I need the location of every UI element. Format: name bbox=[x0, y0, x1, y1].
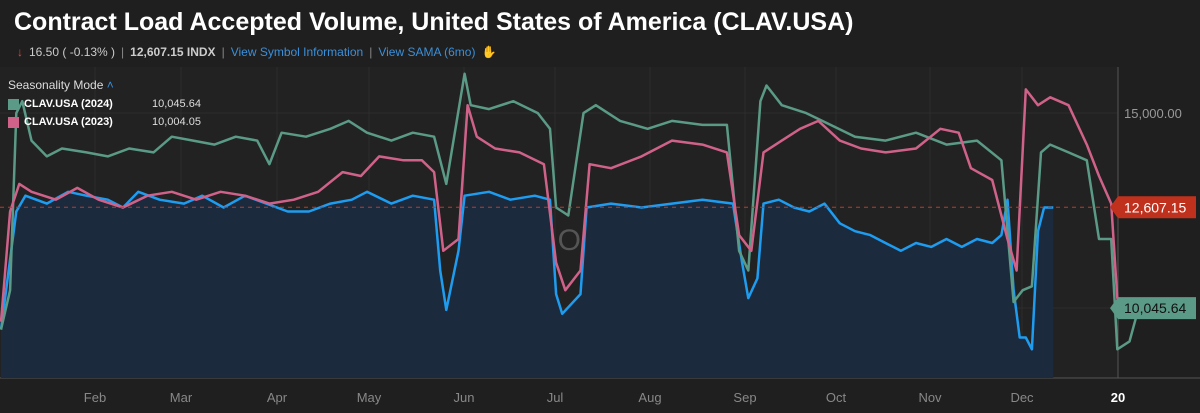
change: 16.50 ( -0.13% ) bbox=[29, 45, 116, 59]
x-tick-label: Dec bbox=[1010, 390, 1034, 405]
chevron-up-icon: ˄ bbox=[106, 78, 114, 92]
series-line bbox=[0, 88, 1131, 322]
seasonality-mode-label: Seasonality Mode bbox=[8, 78, 104, 92]
x-tick-label: Mar bbox=[170, 390, 193, 405]
divider: | bbox=[121, 45, 125, 59]
quote-bar: ↓ 16.50 ( -0.13% ) | 12,607.15 INDX | Vi… bbox=[17, 45, 496, 59]
legend-swatch bbox=[8, 98, 19, 110]
legend-item-2024[interactable]: CLAV.USA (2024) 10,045.64 bbox=[8, 98, 201, 110]
view-sama-link[interactable]: View SAMA (6mo) bbox=[378, 45, 476, 59]
series-line bbox=[0, 72, 1140, 351]
current-value-tag: 12,607.15 bbox=[1124, 199, 1186, 215]
legend-value: 10,045.64 bbox=[152, 98, 201, 110]
seasonality-mode-toggle[interactable]: Seasonality Mode ˄ bbox=[8, 78, 201, 92]
x-tick-label: Sep bbox=[733, 390, 756, 405]
x-tick-label: Apr bbox=[267, 390, 288, 405]
series-2024-tag-bg bbox=[1110, 297, 1196, 320]
legend: Seasonality Mode ˄ CLAV.USA (2024) 10,045… bbox=[8, 78, 201, 128]
legend-item-2023[interactable]: CLAV.USA (2023) 10,004.05 bbox=[8, 116, 201, 128]
y-tick-label: 15,000.00 bbox=[1124, 106, 1182, 121]
divider: | bbox=[369, 45, 373, 59]
x-tick-label: 20 bbox=[1111, 390, 1125, 405]
x-tick-label: May bbox=[357, 390, 382, 405]
x-tick-label: Jun bbox=[454, 390, 475, 405]
view-symbol-link[interactable]: View Symbol Information bbox=[230, 45, 364, 59]
legend-name: CLAV.USA (2023) bbox=[24, 116, 113, 128]
legend-value: 10,004.05 bbox=[152, 116, 201, 128]
series-2024-tag: 10,045.64 bbox=[1124, 300, 1186, 316]
divider: | bbox=[221, 45, 225, 59]
sama-icon[interactable]: ✋ bbox=[481, 45, 497, 59]
legend-name: CLAV.USA (2024) bbox=[24, 98, 113, 110]
x-tick-label: Jul bbox=[547, 390, 564, 405]
current-value: 12,607.15 INDX bbox=[130, 45, 216, 59]
page-title: Contract Load Accepted Volume, United St… bbox=[14, 8, 854, 36]
x-tick-label: Feb bbox=[84, 390, 106, 405]
series-area bbox=[1, 191, 1054, 378]
x-tick-label: Nov bbox=[918, 390, 942, 405]
legend-swatch bbox=[8, 116, 19, 128]
x-tick-label: Oct bbox=[826, 390, 847, 405]
x-tick-label: Aug bbox=[638, 390, 661, 405]
down-arrow-icon: ↓ bbox=[17, 45, 23, 59]
current-value-tag-bg bbox=[1110, 196, 1196, 219]
